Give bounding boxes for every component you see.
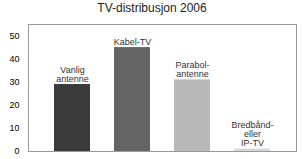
svg-text:0: 0 (14, 146, 19, 156)
svg-text:Kabel-TV: Kabel-TV (114, 37, 152, 47)
svg-text:50: 50 (9, 31, 19, 41)
html-text:TV-distribusjon 2006: TV-distribusjon 2006 (97, 1, 207, 15)
svg-text:Vanligantenne: Vanligantenne (56, 65, 89, 84)
svg-text:30: 30 (9, 77, 19, 87)
svg-text:10: 10 (9, 123, 19, 133)
svg-text:Bredbånd-ellerIP-TV: Bredbånd-ellerIP-TV (231, 120, 273, 148)
svg-text:40: 40 (9, 54, 19, 64)
svg-text:20: 20 (9, 100, 19, 110)
svg-text:Parabol-antenne: Parabol-antenne (175, 60, 209, 79)
